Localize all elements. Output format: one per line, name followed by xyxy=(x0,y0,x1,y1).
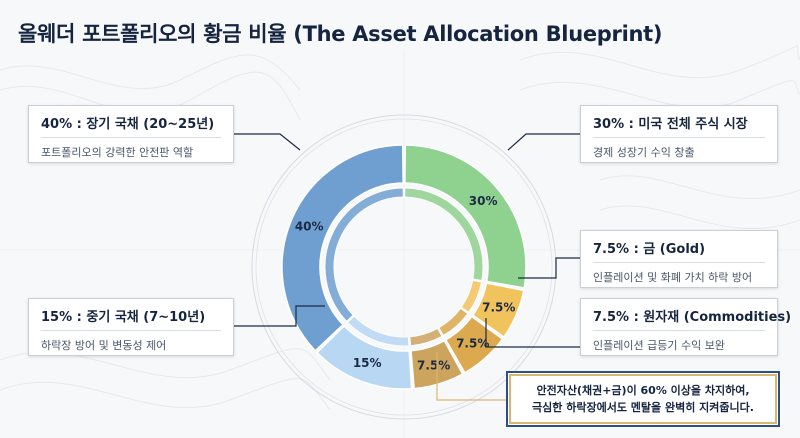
callout-title: 30% : 미국 전체 주식 시장 xyxy=(593,117,748,132)
leader-line-2 xyxy=(485,318,580,348)
slice-label-5: 40% xyxy=(295,220,324,234)
inner-slice-2 xyxy=(438,307,469,337)
slice-5 xyxy=(281,144,404,352)
callout-commodities: 7.5% : 원자재 (Commodities) 인플레이션 급등기 수익 보완 xyxy=(580,298,792,356)
decor-ring xyxy=(255,118,553,416)
callout-gold: 7.5% : 금 (Gold) 인플레이션 및 화폐 가치 하락 방어 xyxy=(580,230,778,288)
safe-asset-note: 안전자산(채권+금)이 60% 이상을 차지하여, 극심한 하락장에서도 멘탈을… xyxy=(506,371,780,427)
slice-label-2: 7.5% xyxy=(456,337,489,351)
callout-desc: 포트폴리오의 강력한 안전판 역할 xyxy=(41,146,194,159)
leader-line-0 xyxy=(507,133,580,151)
inner-slice-1 xyxy=(460,279,483,313)
callout-title: 7.5% : 원자재 (Commodities) xyxy=(593,310,792,325)
callout-mid-term-bonds: 15% : 중기 국채 (7~10년) 하락장 방어 및 변동성 제어 xyxy=(28,298,234,356)
callout-long-term-bonds: 40% : 장기 국채 (20~25년) 포트폴리오의 강력한 안전판 역할 xyxy=(28,105,234,163)
callout-desc: 하락장 방어 및 변동성 제어 xyxy=(41,339,167,352)
callout-us-stocks: 30% : 미국 전체 주식 시장 경제 성장기 수익 창출 xyxy=(580,105,778,163)
callout-desc: 인플레이션 및 화폐 가치 하락 방어 xyxy=(593,271,753,284)
callout-title: 7.5% : 금 (Gold) xyxy=(593,242,706,257)
page-title: 올웨더 포트폴리오의 황금 비율 (The Asset Allocation B… xyxy=(18,22,663,46)
slice-label-4: 15% xyxy=(353,356,382,370)
slice-4 xyxy=(316,324,413,390)
slice-label-3: 7.5% xyxy=(417,359,450,373)
inner-slice-3 xyxy=(409,327,443,347)
callout-title: 15% : 중기 국채 (7~10년) xyxy=(41,310,206,325)
inner-slice-0 xyxy=(404,187,484,282)
slice-label-0: 30% xyxy=(469,194,498,208)
slice-2 xyxy=(444,315,504,374)
leader-line-5 xyxy=(234,133,301,151)
slice-0 xyxy=(404,144,527,289)
callout-desc: 인플레이션 급등기 수익 보완 xyxy=(593,339,725,352)
leader-line-3 xyxy=(436,352,506,401)
slice-label-1: 7.5% xyxy=(482,300,515,314)
note-line-1: 안전자산(채권+금)이 60% 이상을 차지하여, xyxy=(536,384,750,397)
leader-line-1 xyxy=(518,257,580,279)
inner-slice-4 xyxy=(346,315,410,347)
callout-desc: 경제 성장기 수익 창출 xyxy=(593,146,695,159)
leader-line-4 xyxy=(234,305,325,327)
callout-title: 40% : 장기 국채 (20~25년) xyxy=(41,117,215,132)
inner-slice-5 xyxy=(324,187,404,322)
note-line-2: 극심한 하락장에서도 멘탈을 완벽히 지켜줍니다. xyxy=(532,401,754,414)
